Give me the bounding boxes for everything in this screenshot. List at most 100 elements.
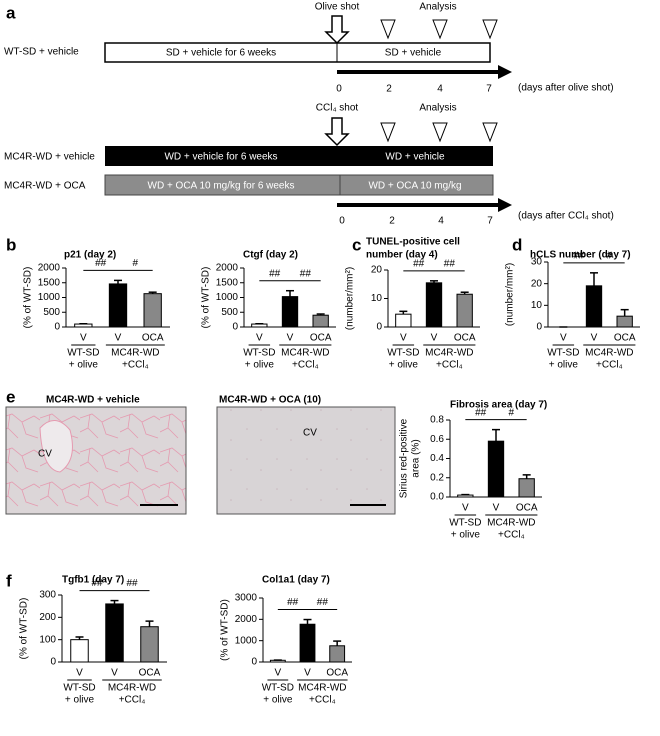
y-tick-label: 300: [39, 590, 56, 601]
timeline: Olive shot Analysis WT-SD + vehicle SD +…: [4, 2, 614, 95]
micrograph: [5, 406, 187, 515]
phase-label: WD + vehicle for 6 weeks: [164, 152, 277, 163]
bar: [299, 623, 316, 663]
category-label: OCA: [326, 668, 348, 679]
group-label: WT-SD: [243, 348, 275, 359]
y-tick-label: 1000: [216, 292, 239, 303]
chart-title: TUNEL-positive cell: [366, 237, 460, 248]
panel-letter: b: [6, 235, 16, 254]
category-label: V: [115, 333, 122, 344]
y-tick-label: 0: [232, 322, 238, 333]
category-label: V: [304, 668, 311, 679]
bar: [518, 478, 535, 498]
y-tick-label: 200: [39, 612, 56, 623]
bar: [425, 282, 443, 328]
category-label: V: [111, 668, 118, 679]
significance-label: ##: [573, 250, 585, 261]
group-label: WT-SD: [262, 683, 294, 694]
axis-label: (days after CCl₄ shot): [518, 211, 614, 222]
group-label: +CCl₄: [309, 695, 336, 706]
chart-title: Ctgf (day 2): [243, 250, 298, 261]
bar: [329, 645, 346, 663]
y-tick-label: 100: [39, 634, 56, 645]
y-tick-label: 0.6: [430, 434, 444, 445]
bar: [487, 440, 505, 498]
day-label: 7: [486, 84, 492, 95]
bar: [312, 314, 329, 328]
group-label: + olive: [263, 695, 293, 706]
significance-label: ##: [475, 407, 487, 418]
category-label: V: [431, 333, 438, 344]
row-label: MC4R-WD + vehicle: [4, 152, 95, 163]
y-tick-label: 500: [43, 307, 60, 318]
panel-letter: c: [352, 235, 361, 254]
chart-title: p21 (day 2): [64, 250, 116, 261]
y-tick-label: 10: [531, 300, 543, 311]
y-tick-label: 1500: [38, 277, 61, 288]
group-label: +CCl₄: [436, 360, 463, 371]
category-label: OCA: [142, 333, 164, 344]
category-label: OCA: [139, 668, 161, 679]
significance-label: ##: [126, 578, 138, 589]
micrograph: [216, 406, 396, 515]
group-label: +CCl₄: [119, 695, 146, 706]
group-label: MC4R-WD: [585, 348, 633, 359]
group-label: MC4R-WD: [298, 683, 346, 694]
treatment-bar: [105, 146, 493, 166]
bar: [105, 603, 124, 663]
phase-label: SD + vehicle: [385, 48, 442, 59]
significance-label: #: [607, 250, 613, 261]
significance-label: ##: [91, 578, 103, 589]
significance-label: ##: [287, 597, 299, 608]
group-label: + olive: [65, 695, 95, 706]
y-tick-label: 3000: [235, 593, 258, 604]
shot-arrow: [324, 15, 350, 45]
group-label: +CCl₄: [292, 360, 319, 371]
group-label: WT-SD: [63, 683, 95, 694]
axis-label: (days after olive shot): [518, 83, 614, 94]
row-label: MC4R-WD + OCA: [4, 181, 86, 192]
day-label: 2: [386, 84, 392, 95]
image-label: CV: [38, 449, 52, 460]
time-arrow: [337, 198, 512, 212]
y-axis-label: (% of WT-SD): [19, 598, 30, 660]
group-label: WT-SD: [449, 518, 481, 529]
bar: [457, 494, 474, 498]
y-axis-label: (number/mm²): [345, 267, 356, 330]
y-axis-label: (% of WT-SD): [23, 267, 34, 329]
y-tick-label: 0.0: [430, 492, 444, 503]
significance-label: ##: [95, 258, 107, 269]
chart-title: hCLS number (day 7): [530, 250, 631, 261]
significance-label: ##: [300, 268, 312, 279]
y-tick-label: 0: [536, 322, 542, 333]
analysis-label: Analysis: [419, 103, 456, 114]
phase-label: WD + OCA 10 mg/kg for 6 weeks: [148, 181, 295, 192]
y-tick-label: 1500: [216, 277, 239, 288]
image-title: MC4R-WD + OCA (10): [219, 395, 321, 406]
group-label: MC4R-WD: [281, 348, 329, 359]
y-axis-label: (number/mm²): [505, 263, 516, 326]
group-label: MC4R-WD: [487, 518, 535, 529]
analysis-label: Analysis: [419, 2, 456, 13]
y-tick-label: 0.4: [430, 453, 444, 464]
y-tick-label: 0: [54, 322, 60, 333]
phase-label: SD + vehicle for 6 weeks: [166, 48, 276, 59]
bar: [70, 639, 89, 663]
bar: [585, 285, 603, 328]
chart-title: Tgfb1 (day 7): [62, 575, 124, 586]
day-label: 0: [339, 216, 345, 227]
group-label: + olive: [69, 360, 99, 371]
day-label: 0: [336, 84, 342, 95]
y-axis-label: (% of WT-SD): [201, 267, 212, 329]
y-tick-label: 0.2: [430, 472, 444, 483]
category-label: V: [76, 668, 83, 679]
analysis-markers: [380, 19, 498, 40]
central-vein: [39, 420, 73, 473]
significance-label: ##: [444, 258, 456, 269]
group-label: WT-SD: [547, 348, 579, 359]
y-axis-label: Sirius red-positive: [399, 418, 410, 498]
y-tick-label: 1000: [235, 635, 258, 646]
group-label: MC4R-WD: [111, 348, 159, 359]
bar: [616, 315, 633, 328]
panel-letter: a: [6, 3, 16, 22]
